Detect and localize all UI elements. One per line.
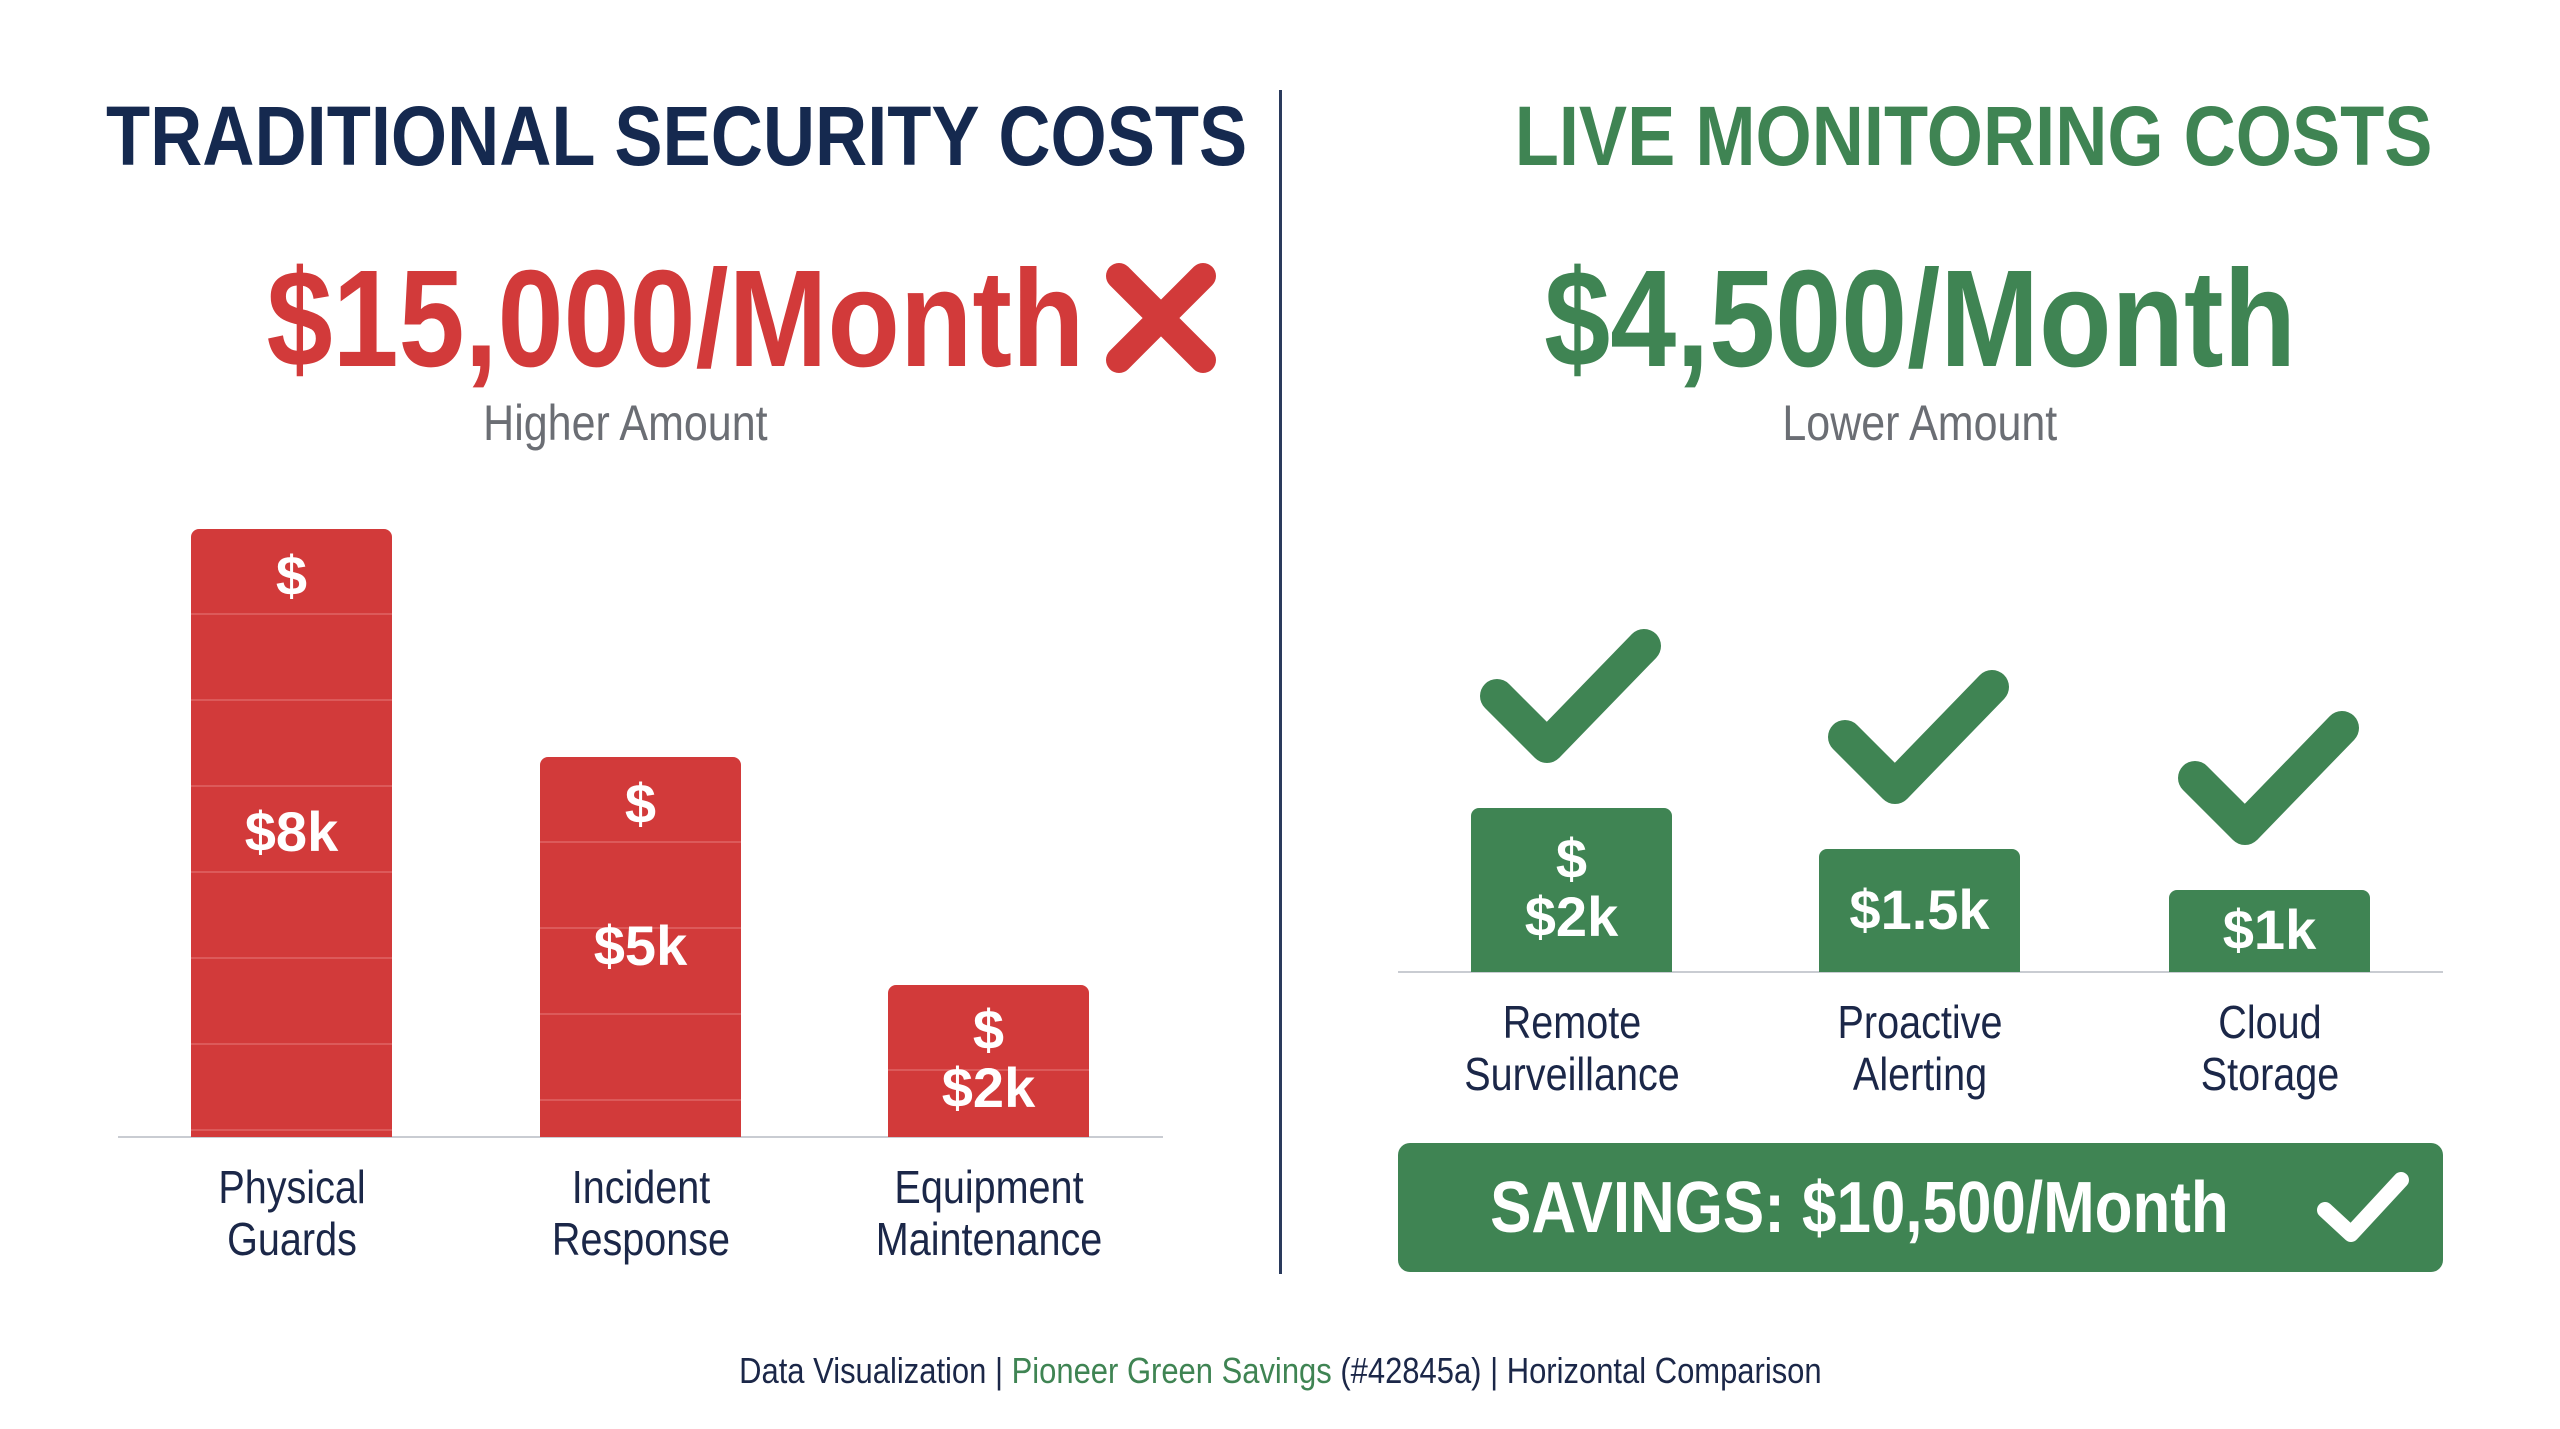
category-label-line: Surveillance	[1463, 1048, 1680, 1100]
bar-value-label: $8k	[244, 800, 339, 863]
category-label-line: Storage	[2200, 1048, 2339, 1100]
checkmark-icon	[2177, 711, 2359, 845]
footer-caption: Data Visualization | Pioneer Green Savin…	[0, 1350, 2560, 1392]
right-amount: $4,500/Month	[1544, 242, 2296, 396]
footer-part1: Data Visualization |	[738, 1350, 1012, 1391]
left-axis-line	[118, 1136, 1163, 1138]
bar-proactive-alerting: $1.5k	[1819, 849, 2020, 972]
checkmark-icon	[1827, 670, 2009, 804]
category-label-line: Maintenance	[875, 1213, 1102, 1265]
left-title: TRADITIONAL SECURITY COSTS	[106, 89, 1248, 183]
category-label-line: Guards	[226, 1213, 357, 1265]
bar-physical-guards: $ $8k	[191, 529, 392, 1137]
category-label-line: Cloud	[2217, 996, 2322, 1048]
left-subtitle: Higher Amount	[482, 395, 768, 451]
footer-part3: (#42845a) | Horizontal Comparison	[1331, 1350, 1822, 1391]
bar-value-label: $2k	[1524, 885, 1619, 948]
savings-label: SAVINGS: $10,500/Month	[1490, 1167, 2229, 1248]
x-mark-icon	[1106, 263, 1216, 373]
category-label: Physical Guards	[112, 1161, 472, 1265]
bar-value-label: $5k	[593, 914, 688, 977]
category-label: Remote Surveillance	[1392, 996, 1752, 1100]
checkmark-icon	[1479, 629, 1661, 763]
category-label-line: Physical	[217, 1161, 366, 1213]
bar-dollar-symbol: $	[972, 998, 1005, 1061]
bar-value-label: $1.5k	[1849, 877, 1990, 941]
category-label-line: Alerting	[1852, 1048, 1987, 1100]
category-label-line: Remote	[1502, 996, 1641, 1048]
bar-cloud-storage: $1k	[2169, 890, 2370, 972]
bar-value-label: $1k	[2222, 898, 2317, 961]
savings-banner: SAVINGS: $10,500/Month	[1398, 1143, 2443, 1272]
bar-dollar-symbol: $	[624, 772, 657, 835]
checkmark-icon	[2316, 1171, 2409, 1242]
category-label: Incident Response	[461, 1161, 821, 1265]
bar-remote-surveillance: $ $2k	[1471, 808, 1672, 972]
bar-dollar-symbol: $	[275, 544, 308, 607]
category-label-line: Incident	[571, 1161, 710, 1213]
category-label: Cloud Storage	[2090, 996, 2450, 1100]
category-label-line: Response	[551, 1213, 730, 1265]
left-amount: $15,000/Month	[266, 242, 1085, 396]
divider	[1279, 90, 1282, 1274]
category-label: Equipment Maintenance	[809, 1161, 1169, 1265]
bar-dollar-symbol: $	[1555, 827, 1588, 890]
bar-value-label: $2k	[941, 1056, 1036, 1119]
bar-equipment-maintenance: $ $2k	[888, 985, 1089, 1137]
footer-highlight: Pioneer Green Savings	[1011, 1350, 1332, 1391]
category-label-line: Proactive	[1837, 996, 2002, 1048]
right-axis-line	[1398, 971, 2443, 973]
right-title: LIVE MONITORING COSTS	[1514, 89, 2433, 183]
category-label-line: Equipment	[893, 1161, 1084, 1213]
right-subtitle: Lower Amount	[1782, 395, 2058, 451]
bar-incident-response: $ $5k	[540, 757, 741, 1137]
category-label: Proactive Alerting	[1740, 996, 2100, 1100]
